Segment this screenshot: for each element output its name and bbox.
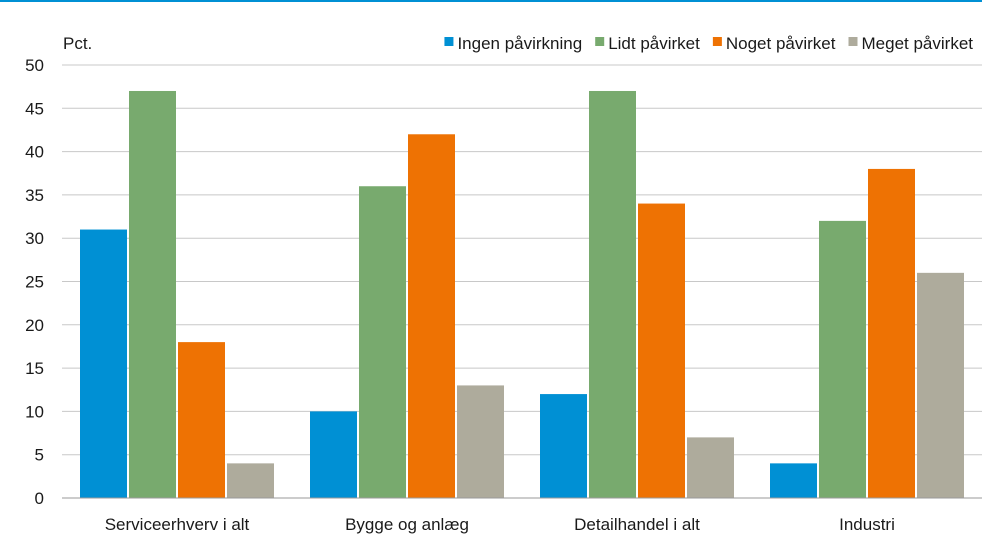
legend-label: Meget påvirket [862,34,974,53]
bar [917,272,964,498]
top-rule [0,0,982,2]
x-tick-label: Industri [839,515,895,534]
y-unit-label: Pct. [63,34,92,53]
y-tick-label: 20 [25,316,44,335]
legend-swatch [444,37,454,46]
x-tick-label: Detailhandel i alt [574,515,700,534]
bar [359,186,406,499]
bar [540,394,587,498]
legend-swatch [712,37,722,46]
y-tick-label: 10 [25,402,44,421]
legend-item: Meget påvirket [848,34,974,53]
bar [178,342,225,498]
bar [80,229,127,499]
x-tick-labels: Serviceerhverv i alt Bygge og anlæg Detail… [105,515,895,534]
y-tick-labels: 0 5 10 15 20 25 30 35 40 45 50 [25,56,44,508]
y-tick-label: 45 [25,99,44,118]
legend-label: Noget påvirket [726,34,836,53]
legend-label: Ingen påvirkning [457,34,582,53]
legend-item: Ingen påvirkning [444,34,582,53]
bar [129,90,176,498]
legend-swatch [848,37,858,46]
bar [770,463,817,498]
bar [638,203,685,498]
legend: Ingen påvirkning Lidt påvirket Noget påvir… [444,34,973,53]
y-tick-label: 50 [25,56,44,75]
bars [80,90,964,499]
x-tick-label: Serviceerhverv i alt [105,515,250,534]
legend-item: Noget påvirket [712,34,836,53]
bar [310,411,357,498]
y-tick-label: 15 [25,359,44,378]
bar [589,90,636,498]
y-tick-label: 5 [35,446,44,465]
legend-label: Lidt påvirket [608,34,700,53]
bar [227,463,274,498]
bar [687,437,734,498]
legend-swatch [595,37,605,46]
legend-item: Lidt påvirket [595,34,700,53]
y-tick-label: 30 [25,229,44,248]
bar [408,134,455,498]
y-tick-label: 40 [25,143,44,162]
y-tick-label: 35 [25,186,44,205]
bar [868,168,915,499]
bar [457,385,504,498]
y-tick-label: 0 [35,489,44,508]
bar [819,220,866,498]
y-tick-label: 25 [25,273,44,292]
x-tick-label: Bygge og anlæg [345,515,469,534]
